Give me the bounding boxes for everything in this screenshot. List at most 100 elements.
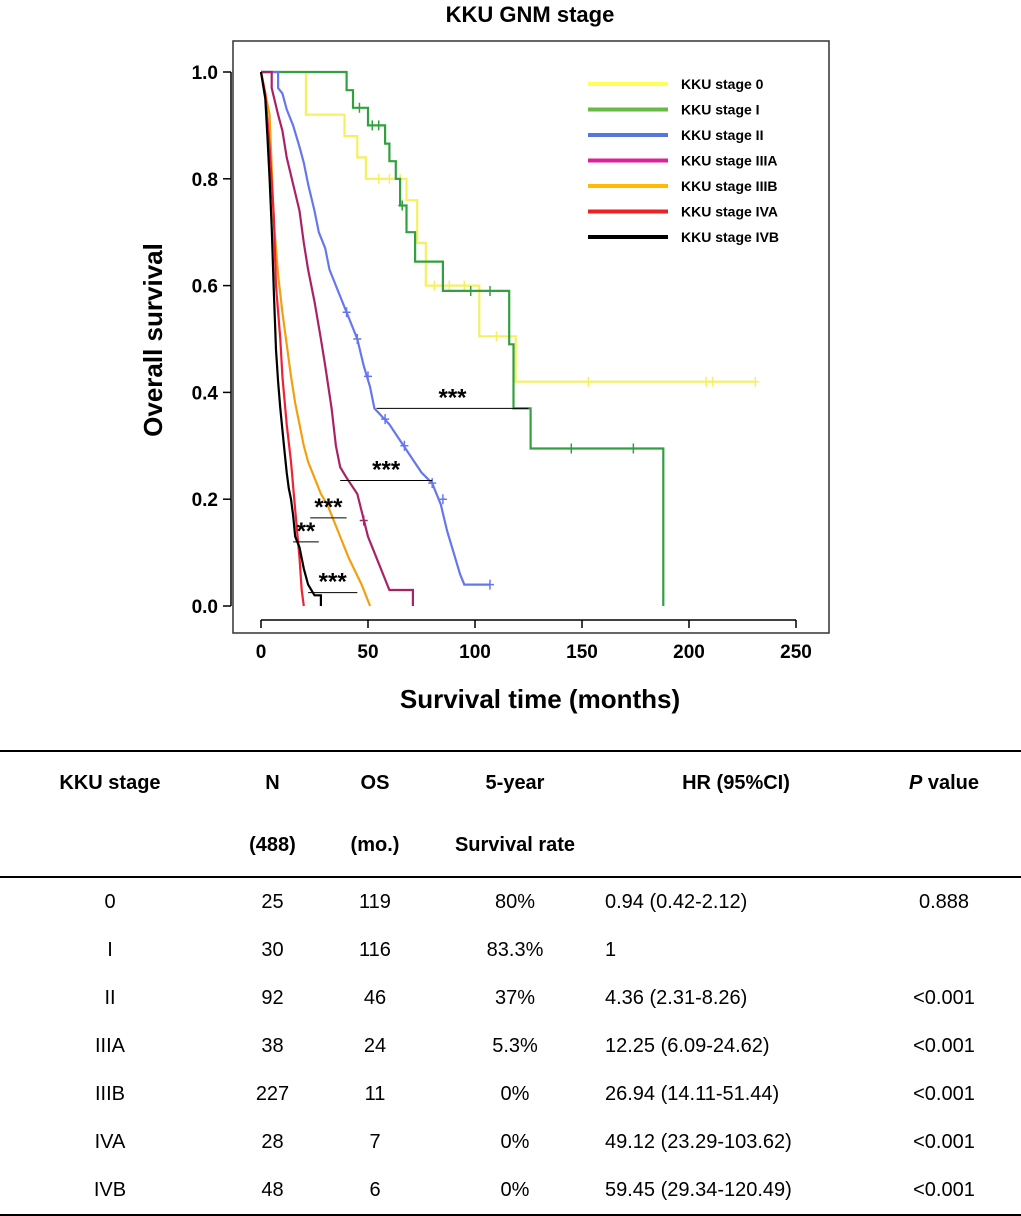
cell-stage: IVB (0, 1166, 220, 1216)
significance-label: ** (297, 518, 316, 545)
cell-n: 227 (255, 1082, 290, 1105)
legend-label: KKU stage I (681, 102, 760, 118)
series-line-kku-stage-iva (259, 71, 305, 607)
censor-mark (342, 307, 351, 318)
censor-mark (485, 285, 494, 296)
cell-hr: 4.36 (2.31-8.26) (605, 986, 748, 1009)
table-row: IIIA 38 24 5.3% 12.25 (6.09-24.62) <0.001 (0, 1022, 1021, 1070)
censor-mark (430, 280, 439, 291)
table-row: 0 25 119 80% 0.94 (0.42-2.12) 0.888 (0, 877, 1021, 926)
censor-mark (364, 371, 372, 382)
cell-os: 46 (363, 986, 387, 1009)
cell-hr: 1 (605, 938, 617, 961)
significance-label: *** (372, 457, 401, 484)
cell-os: 24 (363, 1034, 387, 1057)
cell-stage: 0 (104, 890, 116, 913)
censor-mark (466, 285, 475, 296)
censor-mark (355, 102, 364, 113)
cell-p-value: 0.888 (918, 890, 970, 913)
legend-label: KKU stage IIIA (681, 153, 777, 169)
censor-mark (428, 478, 437, 489)
y-tick-label: 0.6 (192, 277, 218, 298)
cell-five-year-rate: 0% (425, 1166, 605, 1216)
cell-p-value: <0.001 (913, 1082, 975, 1105)
x-tick-label: 0 (256, 642, 267, 663)
legend-label: KKU stage IIIB (681, 178, 777, 194)
subheader-n: (488) (220, 814, 325, 878)
censor-mark (359, 515, 368, 526)
p-rest: value (922, 771, 980, 794)
cell-stage: IIIB (94, 1082, 125, 1105)
p-italic: P (908, 771, 923, 794)
header-hr: HR (95%CI) (605, 750, 867, 814)
significance-label: *** (439, 384, 468, 411)
cell-hr: 49.12 (23.29-103.62) (605, 1130, 792, 1153)
significance-label: *** (319, 569, 348, 596)
cell-os: 11 (364, 1082, 386, 1105)
cell-p-value (867, 926, 1021, 974)
censor-mark (381, 414, 390, 425)
cell-os: 6 (325, 1166, 425, 1216)
censor-mark (353, 334, 362, 344)
table-row: II 92 46 37% 4.36 (2.31-8.26) <0.001 (0, 974, 1021, 1022)
censor-mark (751, 376, 760, 387)
legend-label: KKU stage IVA (681, 204, 778, 220)
table-header-row: KKU stage N OS 5-year HR (95%CI) P value (0, 750, 1021, 814)
header-stage: KKU stage (0, 750, 220, 814)
cell-five-year-rate: 37% (494, 986, 536, 1009)
cell-stage: I (107, 938, 113, 961)
y-tick-label: 0.0 (192, 597, 218, 618)
table-row: IVA 28 7 0% 49.12 (23.29-103.62) <0.001 (0, 1118, 1021, 1166)
y-tick-label: 0.4 (192, 383, 219, 404)
censor-mark (374, 173, 383, 184)
cell-p-value: <0.001 (867, 1166, 1021, 1216)
header-n: N (220, 750, 325, 814)
censor-mark (385, 173, 394, 184)
censor-mark (438, 494, 447, 505)
cell-n: 25 (261, 890, 284, 913)
legend-label: KKU stage IVB (681, 229, 779, 245)
censor-mark (492, 331, 501, 342)
series-line-kku-stage-iiia (261, 70, 414, 606)
censor-mark (584, 376, 593, 387)
table-row: I 30 116 83.3% 1 (0, 926, 1021, 974)
cell-five-year-rate: 5.3% (492, 1034, 538, 1057)
cell-p-value: <0.001 (913, 1130, 975, 1153)
cell-stage: IIIA (94, 1034, 125, 1057)
cell-n: 92 (261, 986, 284, 1009)
cell-n: 30 (261, 938, 284, 961)
cell-p-value: <0.001 (913, 986, 975, 1009)
cell-hr: 0.94 (0.42-2.12) (605, 890, 748, 913)
censor-mark (445, 280, 454, 291)
x-tick-label: 250 (780, 642, 812, 663)
x-tick-label: 50 (357, 642, 378, 663)
legend-label: KKU stage 0 (681, 76, 764, 92)
cell-five-year-rate: 83.3% (486, 938, 544, 961)
series-line-kku-stage-iiib (259, 71, 372, 607)
cell-five-year-rate: 0% (500, 1082, 530, 1105)
cell-hr: 12.25 (6.09-24.62) (605, 1034, 770, 1057)
cell-hr: 59.45 (29.34-120.49) (605, 1166, 867, 1216)
censor-mark (374, 120, 383, 131)
series-line-kku-stage-ivb (259, 71, 322, 606)
series-line-kku-stage-ii (261, 70, 490, 586)
cell-stage: IVA (94, 1130, 126, 1153)
table-row: IIIB 227 11 0% 26.94 (14.11-51.44) <0.001 (0, 1070, 1021, 1118)
censor-mark (460, 280, 469, 291)
x-tick-label: 150 (566, 642, 598, 663)
cell-five-year-rate: 80% (494, 890, 536, 913)
cell-p-value: <0.001 (913, 1034, 975, 1057)
summary-table: KKU stage N OS 5-year HR (95%CI) P value… (0, 750, 1021, 1216)
subheader-os: (mo.) (325, 814, 425, 878)
subheader-survival-rate: Survival rate (425, 814, 605, 878)
subheader-p (867, 814, 1021, 878)
chart-title: KKU GNM stage (445, 2, 615, 27)
cell-n: 28 (261, 1130, 284, 1153)
censor-mark (400, 440, 409, 451)
y-tick-label: 0.8 (192, 170, 218, 191)
cell-n: 38 (261, 1034, 284, 1057)
cell-hr: 26.94 (14.11-51.44) (605, 1082, 780, 1105)
plot-frame (232, 40, 830, 634)
cell-n: 48 (220, 1166, 325, 1216)
